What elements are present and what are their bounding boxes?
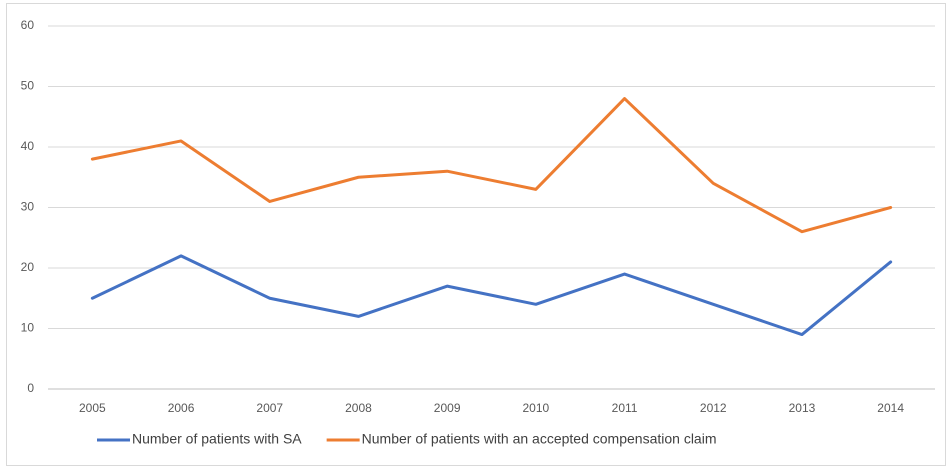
y-tick-label: 10	[21, 321, 35, 335]
x-tick-label: 2009	[434, 401, 461, 415]
x-tick-label: 2013	[789, 401, 816, 415]
legend: Number of patients with SA Number of pati…	[97, 431, 717, 447]
y-tick-label: 30	[21, 200, 35, 214]
y-tick-label: 0	[27, 381, 34, 395]
chart-border	[6, 3, 946, 466]
y-tick-label: 20	[21, 260, 35, 274]
x-tick-label: 2011	[612, 401, 638, 415]
line-series	[90, 97, 893, 234]
x-tick-label: 2007	[256, 401, 283, 415]
x-tick-label: 2008	[345, 401, 372, 415]
x-tick-label: 2006	[168, 401, 195, 415]
y-tick-label: 50	[21, 79, 35, 93]
legend-label: Number of patients with an accepted comp…	[362, 431, 717, 447]
x-tick-label: 2012	[700, 401, 727, 415]
x-tick-label: 2005	[79, 401, 106, 415]
y-tick-label: 60	[21, 18, 35, 32]
legend-label: Number of patients with SA	[132, 431, 302, 447]
y-tick-label: 40	[21, 139, 35, 153]
x-tick-label: 2010	[522, 401, 549, 415]
line-series	[90, 254, 893, 337]
x-tick-label: 2014	[877, 401, 904, 415]
